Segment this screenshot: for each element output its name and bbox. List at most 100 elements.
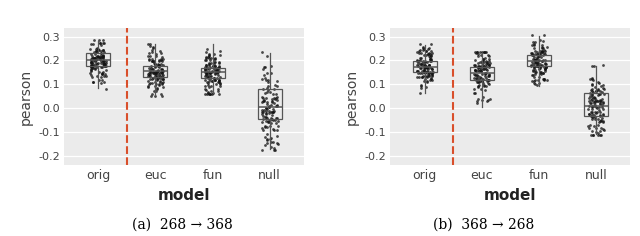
Point: [146, 94, 156, 98]
Point: [262, 138, 272, 142]
Point: [273, 124, 283, 128]
Point: [97, 78, 107, 82]
Point: [99, 41, 109, 45]
Point: [203, 83, 213, 87]
Point: [538, 77, 548, 81]
Point: [529, 58, 539, 62]
Point: [99, 62, 109, 66]
Point: [597, 116, 607, 119]
Point: [534, 51, 545, 55]
Point: [474, 65, 484, 69]
Point: [593, 123, 604, 127]
Point: [586, 134, 596, 137]
Point: [214, 66, 225, 69]
Point: [206, 84, 216, 88]
Point: [207, 93, 217, 96]
Point: [204, 79, 214, 83]
Point: [534, 70, 545, 74]
Point: [527, 73, 538, 77]
Point: [93, 55, 103, 59]
Point: [484, 59, 495, 63]
Point: [100, 72, 111, 76]
Point: [482, 60, 492, 64]
Point: [468, 87, 479, 91]
Point: [472, 99, 483, 102]
Point: [481, 50, 491, 54]
Point: [209, 76, 220, 80]
Point: [147, 81, 157, 85]
Point: [528, 57, 538, 61]
Point: [214, 78, 224, 82]
Point: [90, 56, 100, 60]
Point: [213, 89, 223, 93]
Point: [418, 45, 428, 49]
Point: [143, 75, 154, 78]
Point: [470, 58, 480, 62]
Point: [269, 128, 279, 132]
Point: [151, 82, 161, 86]
Point: [528, 63, 538, 66]
Point: [150, 84, 161, 88]
Point: [212, 66, 222, 70]
Point: [269, 110, 279, 113]
Point: [90, 59, 100, 63]
Point: [272, 95, 282, 99]
Point: [262, 54, 273, 58]
Point: [595, 119, 605, 123]
Point: [201, 72, 211, 75]
Point: [587, 64, 597, 68]
Point: [596, 84, 606, 88]
Point: [415, 63, 426, 66]
Point: [588, 78, 598, 82]
Point: [587, 89, 597, 93]
Point: [420, 59, 431, 63]
Point: [412, 58, 422, 62]
Point: [95, 81, 106, 85]
Point: [263, 84, 273, 88]
Point: [422, 47, 433, 51]
Point: [267, 113, 277, 117]
Point: [145, 72, 155, 76]
Point: [269, 146, 279, 150]
Point: [257, 87, 268, 91]
Point: [157, 69, 168, 73]
Point: [527, 79, 537, 83]
Point: [268, 110, 278, 114]
Point: [143, 84, 154, 88]
Point: [426, 77, 436, 80]
Point: [144, 57, 154, 61]
Point: [597, 103, 607, 107]
Point: [150, 63, 160, 66]
Point: [147, 50, 157, 54]
Point: [474, 68, 484, 72]
Point: [423, 67, 433, 71]
Point: [587, 112, 597, 115]
Point: [210, 56, 220, 60]
Point: [588, 133, 598, 137]
Point: [214, 75, 225, 79]
Point: [157, 80, 168, 84]
Point: [260, 115, 270, 118]
Point: [156, 51, 166, 55]
Point: [586, 114, 596, 118]
Point: [480, 66, 490, 70]
Point: [262, 80, 273, 84]
Point: [204, 55, 214, 58]
Point: [264, 111, 275, 114]
Point: [418, 46, 428, 49]
Point: [477, 79, 487, 83]
Point: [155, 80, 165, 84]
Point: [150, 80, 160, 84]
Point: [591, 126, 602, 130]
Point: [93, 61, 104, 64]
Point: [593, 105, 604, 109]
Point: [530, 78, 540, 81]
Point: [417, 74, 428, 78]
Point: [215, 49, 225, 53]
Point: [472, 80, 482, 84]
Point: [85, 47, 95, 51]
Point: [146, 66, 156, 70]
Point: [428, 72, 438, 75]
Point: [471, 73, 481, 77]
Point: [152, 69, 163, 72]
